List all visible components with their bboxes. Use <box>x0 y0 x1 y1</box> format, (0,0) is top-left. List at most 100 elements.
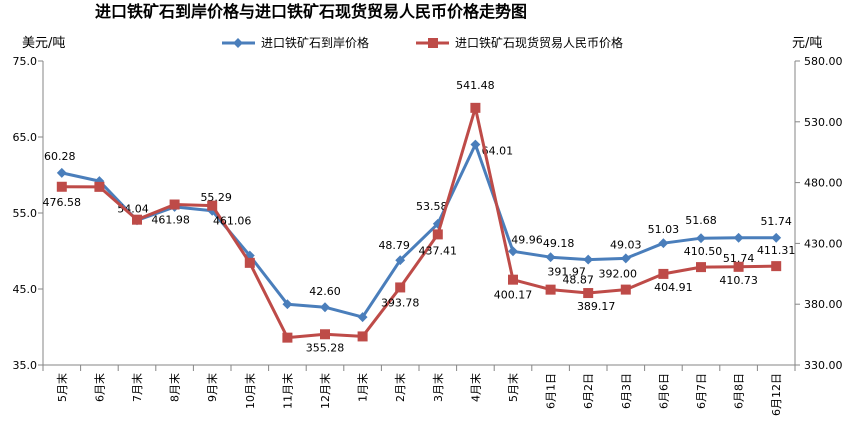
x-tick-label: 6月2日 <box>582 373 595 409</box>
point-cif-price <box>56 167 67 178</box>
x-tick-label: 9月末 <box>205 373 219 402</box>
x-tick-label: 3月末 <box>431 373 445 402</box>
data-label-rmb-price: 541.48 <box>456 79 495 92</box>
data-label-rmb-price: 476.58 <box>43 196 82 209</box>
point-cif-price <box>620 253 631 264</box>
data-label-rmb-price: 404.91 <box>654 281 693 294</box>
axes: 35.0 45.0 55.0 65.0 75.0 330.00 380.00 430.00 48… <box>13 55 843 416</box>
legend-marker-cif-price <box>233 38 243 48</box>
point-rmb-price <box>583 288 594 299</box>
x-tick-label: 6月12日 <box>770 373 783 416</box>
point-cif-price <box>583 254 594 265</box>
data-label-cif-price: 55.29 <box>200 191 232 204</box>
point-rmb-price <box>771 261 782 272</box>
right-tick-label: 330.00 <box>804 359 843 372</box>
data-label-cif-price: 49.18 <box>543 237 575 250</box>
data-label-cif-price: 51.74 <box>760 215 792 228</box>
point-rmb-price <box>508 274 518 285</box>
data-label-rmb-price: 355.28 <box>306 341 345 354</box>
x-tick-label: 6月8日 <box>733 373 746 409</box>
point-cif-price <box>395 255 406 266</box>
point-rmb-price <box>244 257 255 268</box>
point-rmb-price <box>696 262 706 273</box>
point-rmb-price <box>395 282 406 293</box>
x-tick-label: 11月末 <box>280 373 294 409</box>
x-tick-label: 6月3日 <box>620 373 633 409</box>
point-cif-price <box>320 302 330 313</box>
point-rmb-price <box>658 268 669 279</box>
data-label-cif-price: 51.74 <box>723 252 755 265</box>
plot-area: 60.28 54.04 55.29 42.60 48.79 53.58 64.01 49.96… <box>43 79 796 354</box>
point-rmb-price <box>470 102 481 113</box>
point-cif-price <box>771 232 782 243</box>
point-rmb-price <box>545 284 556 295</box>
legend: 进口铁矿石到岸价格 进口铁矿石现货贸易人民币价格 <box>222 35 623 50</box>
data-label-rmb-price: 391.97 <box>547 266 586 279</box>
series-line-cif-price <box>61 143 777 319</box>
data-label-rmb-price: 410.73 <box>719 274 758 287</box>
data-label-cif-price: 49.96 <box>511 233 543 246</box>
point-rmb-price <box>56 181 67 192</box>
data-label-cif-price: 60.28 <box>44 150 76 163</box>
x-tick-label: 5月末 <box>506 373 520 402</box>
data-label-rmb-price: 461.98 <box>151 214 190 227</box>
point-rmb-price <box>733 261 744 272</box>
x-tick-label: 4月末 <box>468 373 482 402</box>
x-tick-label: 2月末 <box>393 373 407 402</box>
x-tick-label: 6月末 <box>92 373 106 402</box>
data-label-cif-price: 42.60 <box>309 285 341 298</box>
data-label-rmb-price: 389.17 <box>577 300 616 313</box>
data-label-cif-price: 51.03 <box>648 223 680 236</box>
data-label-rmb-price: 410.50 <box>684 245 723 258</box>
x-tick-label: 6月6日 <box>657 373 670 409</box>
point-cif-price <box>470 139 481 150</box>
legend-marker-rmb-price <box>428 38 438 48</box>
point-rmb-price <box>620 284 631 295</box>
data-label-cif-price: 48.87 <box>562 274 594 287</box>
data-label-cif-price: 49.03 <box>610 238 642 251</box>
x-tick-label: 8月末 <box>168 373 182 402</box>
point-cif-price <box>357 312 368 323</box>
point-cif-price <box>282 299 293 310</box>
left-tick-label: 65.0 <box>13 131 38 144</box>
right-tick-label: 480.00 <box>804 177 843 190</box>
point-cif-price <box>508 246 518 257</box>
legend-item-rmb-price: 进口铁矿石现货贸易人民币价格 <box>416 35 623 50</box>
data-label-cif-price: 48.79 <box>378 239 410 252</box>
legend-text-rmb-price: 进口铁矿石现货贸易人民币价格 <box>455 35 623 50</box>
point-cif-price <box>658 238 669 249</box>
x-tick-label: 6月7日 <box>695 373 708 409</box>
right-tick-label: 580.00 <box>804 55 843 68</box>
data-label-rmb-price: 400.17 <box>494 289 533 302</box>
x-tick-label: 12月末 <box>318 373 332 409</box>
point-rmb-price <box>320 329 330 340</box>
chart-title: 进口铁矿石到岸价格与进口铁矿石现货贸易人民币价格走势图 <box>95 2 527 21</box>
x-tick-label: 10月末 <box>243 373 257 409</box>
series-line-rmb-price <box>61 106 777 340</box>
left-axis-unit: 美元/吨 <box>22 36 65 51</box>
legend-text-cif-price: 进口铁矿石到岸价格 <box>261 35 369 50</box>
left-tick-label: 45.0 <box>13 283 38 296</box>
x-tick-label: 1月末 <box>356 373 370 402</box>
data-label-rmb-price: 392.00 <box>599 268 638 281</box>
data-label-cif-price: 54.04 <box>117 202 149 215</box>
data-label-cif-price: 51.68 <box>685 214 717 227</box>
data-label-cif-price: 53.58 <box>416 200 448 213</box>
data-label-rmb-price: 393.78 <box>381 296 420 309</box>
x-tick-label: 5月末 <box>55 373 69 402</box>
legend-item-cif-price: 进口铁矿石到岸价格 <box>222 35 369 50</box>
point-rmb-price <box>94 181 105 192</box>
point-rmb-price <box>207 200 218 211</box>
point-cif-price <box>733 232 744 243</box>
right-tick-label: 380.00 <box>804 298 843 311</box>
point-rmb-price <box>357 331 368 342</box>
left-tick-label: 55.0 <box>13 207 38 220</box>
x-tick-label: 7月末 <box>130 373 144 402</box>
point-rmb-price <box>132 214 142 225</box>
left-tick-label: 35.0 <box>13 359 38 372</box>
point-rmb-price <box>432 229 443 240</box>
right-tick-label: 430.00 <box>804 237 843 250</box>
point-rmb-price <box>282 332 293 343</box>
